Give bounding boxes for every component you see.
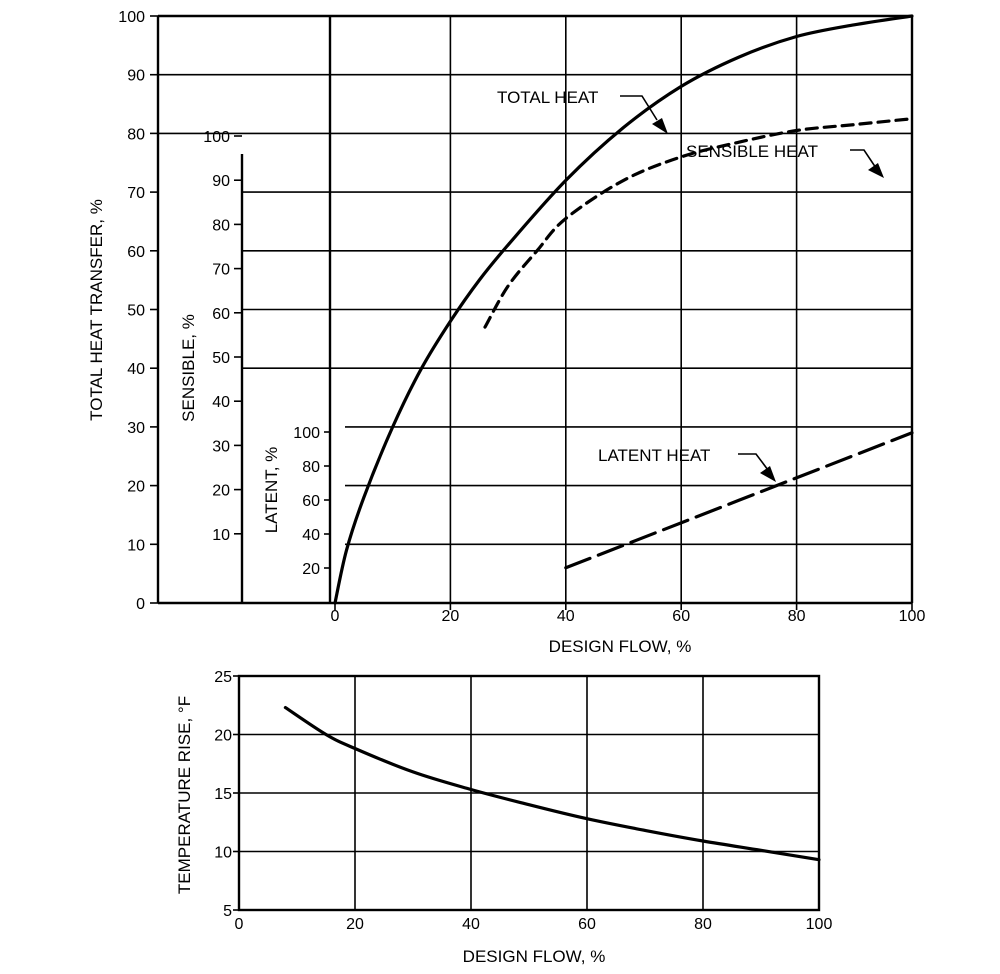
top-x-tick-label-1: 20 bbox=[442, 608, 460, 625]
total-tick-label-3: 30 bbox=[127, 420, 145, 437]
latent-tick-label-2: 60 bbox=[302, 493, 320, 510]
top-chart-grid bbox=[158, 16, 912, 603]
top-x-tick-label-3: 60 bbox=[672, 608, 690, 625]
sensible-tick-label-9: 100 bbox=[203, 129, 230, 146]
top-x-tick-label-2: 40 bbox=[557, 608, 575, 625]
bottom-x-tick-label-2: 40 bbox=[462, 916, 480, 933]
annotation-latent-heat: LATENT HEAT bbox=[598, 446, 710, 465]
sensible-axis-label: SENSIBLE, % bbox=[179, 314, 198, 422]
temperature-rise-line bbox=[283, 706, 821, 862]
leader-sensible-heat bbox=[850, 149, 877, 169]
total-tick-label-7: 70 bbox=[127, 185, 145, 202]
total-tick-label-6: 60 bbox=[127, 244, 145, 261]
sensible-tick-label-1: 20 bbox=[212, 483, 230, 500]
top-chart-annotations: TOTAL HEAT SENSIBLE HEAT LATENT HEAT bbox=[497, 88, 884, 482]
heat-transfer-chart: 0 10 20 30 40 50 60 70 80 90 100 0 20 40 60 80 100 10 20 30… bbox=[87, 9, 925, 656]
total-axis-label: TOTAL HEAT TRANSFER, % bbox=[87, 199, 106, 421]
sensible-tick-label-6: 70 bbox=[212, 262, 230, 279]
bottom-y-axis-label: TEMPERATURE RISE, °F bbox=[175, 696, 194, 894]
top-x-tick-label-5: 100 bbox=[899, 608, 926, 625]
total-tick-label-9: 90 bbox=[127, 68, 145, 85]
sensible-tick-label-5: 60 bbox=[212, 306, 230, 323]
arrow-sensible-heat bbox=[868, 163, 884, 178]
arrow-latent-heat bbox=[760, 466, 776, 482]
latent-axis-label: LATENT, % bbox=[262, 447, 281, 534]
top-chart-series bbox=[333, 14, 914, 605]
bottom-x-tick-label-1: 20 bbox=[346, 916, 364, 933]
total-tick-label-10: 100 bbox=[118, 9, 145, 26]
bottom-chart-grid bbox=[239, 676, 819, 910]
sensible-tick-label-2: 30 bbox=[212, 438, 230, 455]
top-x-tick-label-4: 80 bbox=[788, 608, 806, 625]
temperature-rise-chart: 0 20 40 60 80 100 5 10 15 20 25 TEMPERATURE RISE, … bbox=[175, 669, 832, 966]
latent-tick-label-0: 20 bbox=[302, 561, 320, 578]
latent-tick-label-3: 80 bbox=[302, 459, 320, 476]
sensible-tick-label-7: 80 bbox=[212, 217, 230, 234]
bottom-chart-tick-labels: 0 20 40 60 80 100 5 10 15 20 25 bbox=[214, 669, 832, 933]
total-tick-label-5: 50 bbox=[127, 303, 145, 320]
total-tick-label-8: 80 bbox=[127, 126, 145, 143]
annotation-total-heat: TOTAL HEAT bbox=[497, 88, 598, 107]
leader-latent-heat bbox=[738, 453, 769, 471]
bottom-y-tick-label-3: 20 bbox=[214, 728, 232, 745]
sensible-tick-label-0: 10 bbox=[212, 527, 230, 544]
annotation-sensible-heat: SENSIBLE HEAT bbox=[686, 142, 818, 161]
total-tick-label-1: 10 bbox=[127, 537, 145, 554]
bottom-y-tick-label-4: 25 bbox=[214, 669, 232, 686]
top-x-axis-label: DESIGN FLOW, % bbox=[549, 637, 692, 656]
sensible-tick-label-8: 90 bbox=[212, 173, 230, 190]
bottom-chart-series bbox=[283, 706, 821, 862]
bottom-y-tick-label-2: 15 bbox=[214, 786, 232, 803]
series-total-heat-line bbox=[333, 14, 914, 605]
bottom-x-tick-label-4: 80 bbox=[694, 916, 712, 933]
sensible-tick-label-4: 50 bbox=[212, 350, 230, 367]
bottom-y-tick-label-0: 5 bbox=[223, 903, 232, 920]
top-chart-tick-labels: 0 10 20 30 40 50 60 70 80 90 100 0 20 40 60 80 100 10 20 30… bbox=[118, 9, 925, 625]
total-tick-label-0: 0 bbox=[136, 596, 145, 613]
bottom-x-axis-label: DESIGN FLOW, % bbox=[463, 947, 606, 966]
latent-tick-label-1: 40 bbox=[302, 527, 320, 544]
series-sensible-heat-line bbox=[483, 117, 914, 329]
sensible-tick-label-3: 40 bbox=[212, 394, 230, 411]
total-tick-label-2: 20 bbox=[127, 479, 145, 496]
total-tick-label-4: 40 bbox=[127, 361, 145, 378]
arrow-total-heat bbox=[652, 118, 668, 134]
series-latent-heat-line bbox=[564, 431, 914, 570]
top-x-tick-label-0: 0 bbox=[331, 608, 340, 625]
bottom-x-tick-label-5: 100 bbox=[806, 916, 833, 933]
bottom-y-tick-label-1: 10 bbox=[214, 845, 232, 862]
latent-tick-label-4: 100 bbox=[293, 425, 320, 442]
bottom-x-tick-label-3: 60 bbox=[578, 916, 596, 933]
leader-total-heat bbox=[620, 95, 658, 121]
bottom-x-tick-label-0: 0 bbox=[235, 916, 244, 933]
